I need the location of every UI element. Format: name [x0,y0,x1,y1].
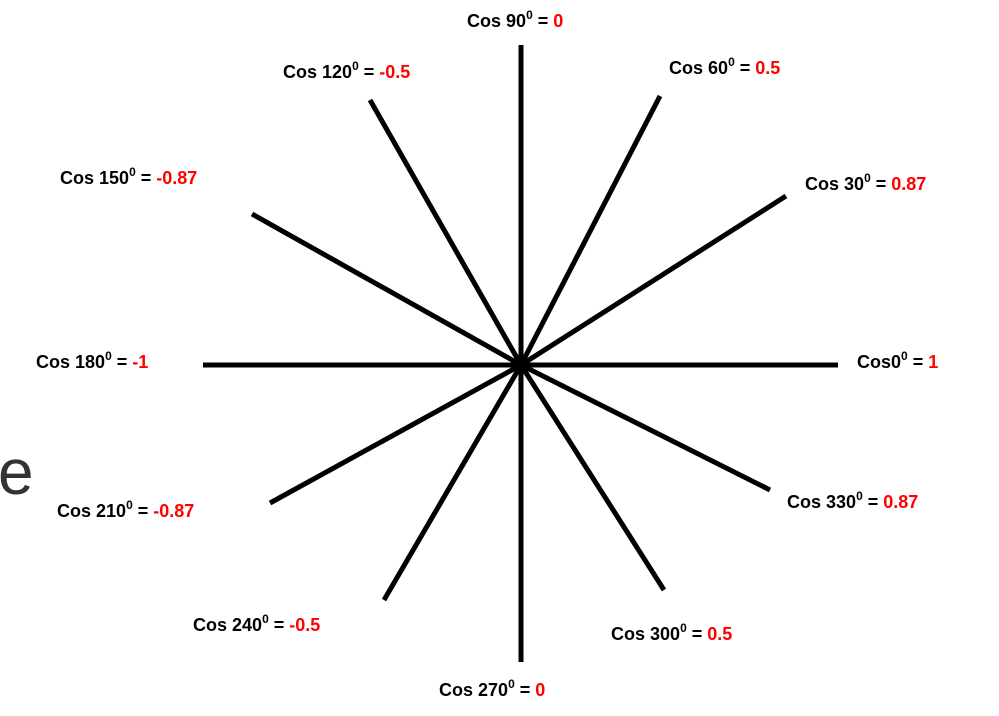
center-point [514,358,528,372]
label-cos-150: Cos 1500 = -0.87 [60,165,198,188]
cropped-edge-letter: e [0,436,34,508]
label-cos-180: Cos 1800 = -1 [36,349,149,372]
value-cos-0: 1 [928,352,939,372]
spoke-240 [381,363,524,602]
spoke-300 [518,363,667,592]
value-cos-120: -0.5 [379,62,411,82]
label-cos-330: Cos 3300 = 0.87 [787,489,919,512]
value-cos-240: -0.5 [289,615,321,635]
spoke-30 [519,193,788,368]
label-cos-240: Cos 2400 = -0.5 [193,612,321,635]
value-cos-90: 0 [553,11,564,31]
label-cos-210: Cos 2100 = -0.87 [57,498,195,521]
value-cos-270: 0 [535,680,546,700]
label-cos-0: Cos00 = 1 [857,349,939,372]
label-cos-300: Cos 3000 = 0.5 [611,621,733,644]
label-cos-30: Cos 300 = 0.87 [805,171,927,194]
value-cos-60: 0.5 [755,58,781,78]
spoke-330 [519,362,772,493]
value-cos-180: -1 [132,352,149,372]
value-cos-150: -0.87 [156,168,198,188]
label-cos-90: Cos 900 = 0 [467,8,564,31]
spoke-150 [250,211,523,368]
label-cos-60: Cos 600 = 0.5 [669,55,781,78]
spoke-120 [367,98,524,367]
value-cos-210: -0.87 [153,501,195,521]
spoke-60 [518,94,663,367]
value-cos-300: 0.5 [707,624,733,644]
label-cos-270: Cos 2700 = 0 [439,677,546,700]
label-cos-120: Cos 1200 = -0.5 [283,59,411,82]
spoke-210 [268,362,523,506]
value-cos-330: 0.87 [883,492,919,512]
value-cos-30: 0.87 [891,174,927,194]
